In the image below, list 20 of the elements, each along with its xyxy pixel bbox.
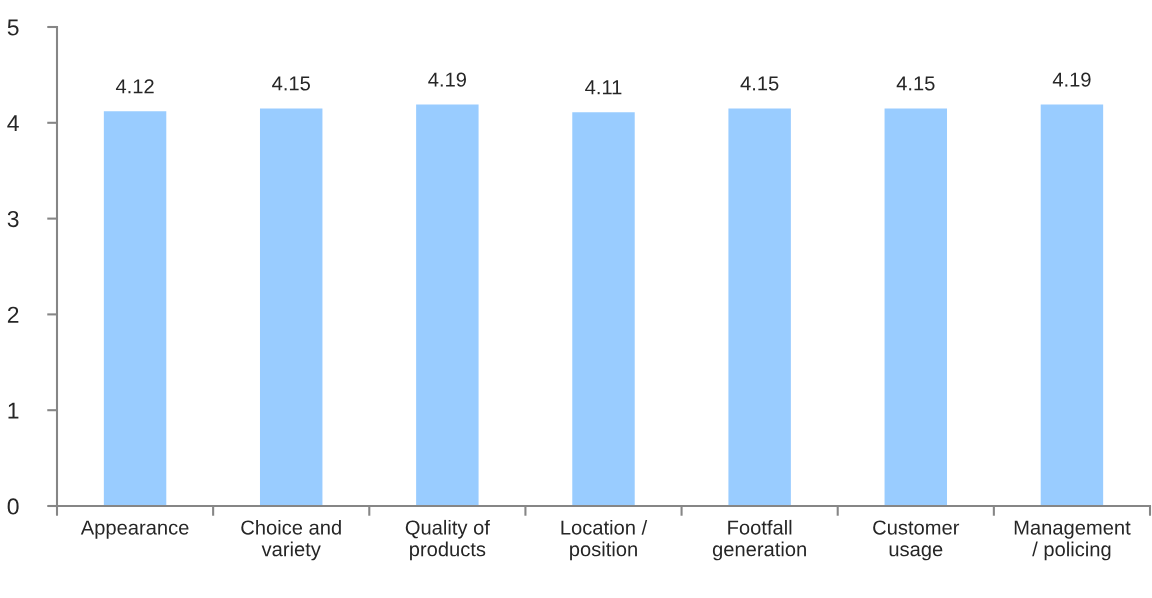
x-tick-label: Quality of products	[405, 519, 490, 561]
y-tick-label: 2	[7, 306, 19, 323]
data-label: 4.15	[896, 76, 935, 91]
y-tick-label: 4	[7, 115, 19, 132]
data-label: 4.12	[115, 79, 154, 94]
data-label: 4.15	[740, 76, 779, 91]
y-tick-label: 5	[7, 19, 19, 36]
x-tick-label: Management / policing	[1014, 520, 1131, 561]
data-label: 4.15	[272, 76, 310, 91]
x-tick-label: Customer usage	[873, 520, 960, 561]
data-label: 4.11	[585, 80, 622, 95]
y-tick-label: 0	[7, 498, 19, 515]
data-label: 4.19	[428, 72, 466, 87]
x-tick-label: Choice and variety	[241, 519, 341, 561]
x-tick-label: Location / position	[561, 519, 648, 561]
y-tick-label: 3	[7, 210, 19, 228]
x-tick-label: Appearance	[80, 520, 189, 539]
y-tick-label: 1	[8, 402, 19, 419]
x-tick-label: Footfall generation	[712, 519, 806, 561]
data-label: 4.19	[1052, 72, 1091, 87]
